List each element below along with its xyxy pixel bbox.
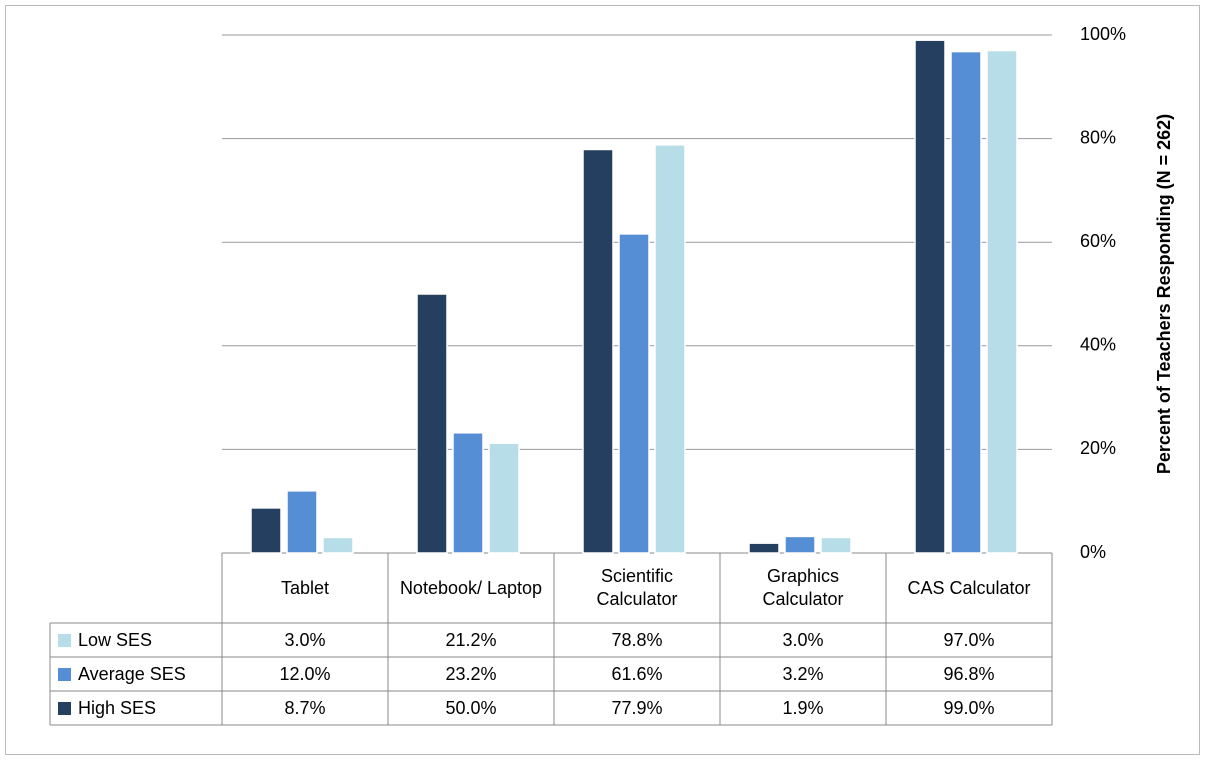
y-tick-label: 80%	[1080, 127, 1116, 147]
bar	[654, 144, 686, 554]
y-tick-label: 40%	[1080, 335, 1116, 355]
legend-swatch	[58, 702, 71, 715]
category-label: Graphics Calculator	[762, 566, 844, 609]
data-label: 3.0%	[284, 629, 326, 650]
data-label: 23.2%	[445, 663, 497, 684]
data-label: 78.8%	[611, 629, 663, 650]
data-label: 3.0%	[782, 629, 824, 650]
data-label: 3.2%	[782, 663, 824, 684]
bar	[748, 542, 780, 554]
bar	[582, 148, 614, 554]
bar	[820, 536, 852, 554]
legend-entry: High SES	[50, 691, 222, 725]
data-label: 21.2%	[445, 629, 497, 650]
bar	[950, 50, 982, 554]
data-label: 77.9%	[611, 697, 663, 718]
bar	[488, 442, 520, 554]
legend-entry: Low SES	[50, 623, 222, 657]
data-label: 12.0%	[279, 663, 331, 684]
bar	[322, 536, 354, 554]
bar	[416, 293, 448, 554]
y-tick-label: 20%	[1080, 438, 1116, 458]
data-label: 61.6%	[611, 663, 663, 684]
y-tick-label: 100%	[1080, 24, 1126, 44]
category-label: Tablet	[280, 577, 330, 598]
y-tick-label: 60%	[1080, 231, 1116, 251]
bar	[250, 507, 282, 554]
frame	[5, 5, 1200, 755]
category-label: CAS Calculator	[907, 577, 1031, 598]
legend-swatch	[58, 634, 71, 647]
data-label: 99.0%	[943, 697, 995, 718]
bar	[452, 432, 484, 554]
bar	[986, 49, 1018, 554]
bar	[286, 490, 318, 554]
data-label: 96.8%	[943, 663, 995, 684]
data-label: 97.0%	[943, 629, 995, 650]
legend-entry: Average SES	[50, 657, 222, 691]
category-label: Notebook/ Laptop	[399, 577, 543, 598]
y-axis-title: Percent of Teachers Responding (N = 262)	[1154, 114, 1174, 474]
legend-swatch	[58, 668, 71, 681]
bar	[914, 39, 946, 554]
category-label: Scientific Calculator	[596, 566, 678, 609]
bar	[618, 233, 650, 554]
data-label: 50.0%	[445, 697, 497, 718]
data-label: 8.7%	[284, 697, 326, 718]
data-label: 1.9%	[782, 697, 824, 718]
bar	[784, 535, 816, 554]
y-tick-label: 0%	[1080, 542, 1106, 562]
